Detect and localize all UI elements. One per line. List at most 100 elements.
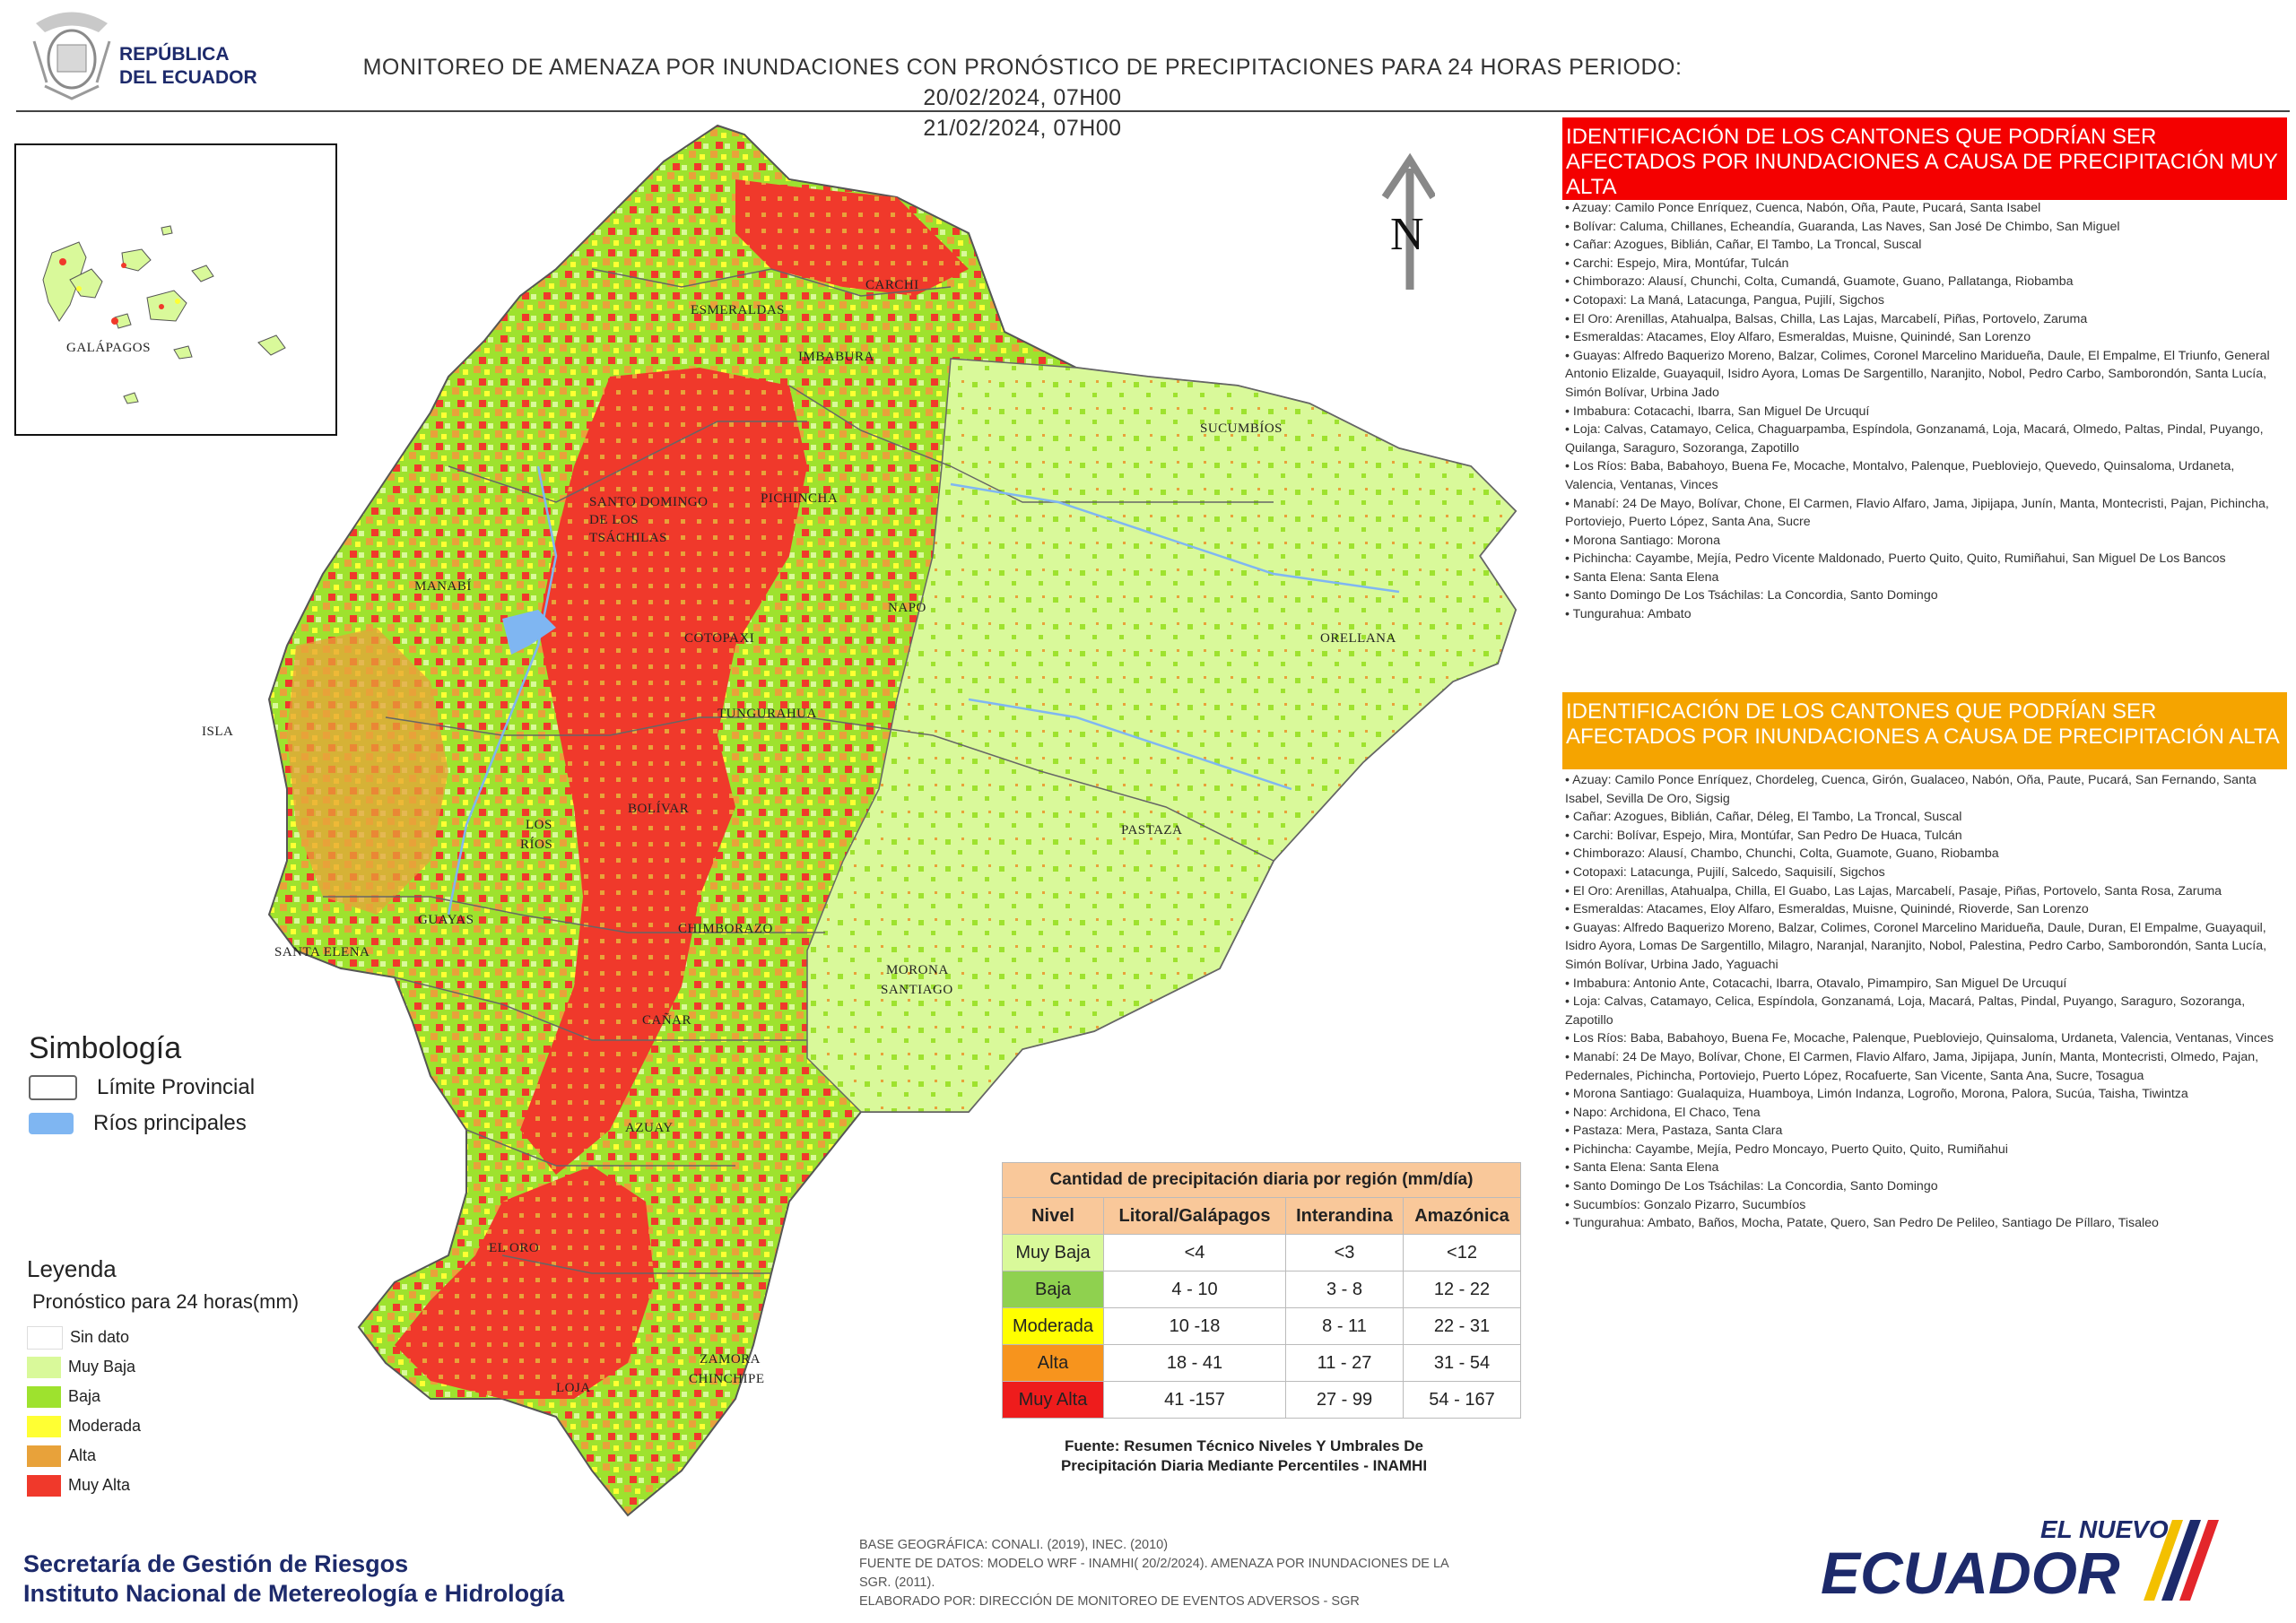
credit-line: ELABORADO POR: DIRECCIÓN DE MONITOREO DE… — [859, 1594, 1360, 1609]
label-santa-elena: SANTA ELENA — [274, 945, 370, 959]
canton-list-item: Santa Elena: Santa Elena — [1565, 568, 2288, 587]
brand-big-text: ECUADOR — [1821, 1540, 2120, 1601]
canton-list-item: Guayas: Alfredo Baquerizo Moreno, Balzar… — [1565, 347, 2288, 403]
legend-item: Sin dato — [27, 1323, 299, 1352]
organization-names: Secretaría de Gestión de Riesgos Institu… — [23, 1549, 564, 1609]
symbology-legend: Simbología Límite Provincial Ríos princi… — [29, 1031, 255, 1147]
label-loja: LOJA — [556, 1381, 591, 1395]
legend-label: Baja — [68, 1387, 101, 1405]
canton-list-item: Manabí: 24 De Mayo, Bolívar, Chone, El C… — [1565, 495, 2288, 532]
canton-list-item: Morona Santiago: Morona — [1565, 532, 2288, 551]
canton-list-item: Esmeraldas: Atacames, Eloy Alfaro, Esmer… — [1565, 328, 2288, 347]
table-body: Muy Baja <4 <3 <12 Baja 4 - 10 3 - 8 12 - 22 Mod… — [1002, 1234, 1521, 1419]
table-row: Muy Baja <4 <3 <12 — [1002, 1234, 1521, 1271]
legend-item: Baja — [27, 1382, 299, 1411]
republic-line1: REPÚBLICA — [119, 44, 230, 65]
legend-swatch — [27, 1415, 61, 1437]
threshold-cell: 10 -18 — [1103, 1307, 1286, 1345]
level-cell: Alta — [1002, 1344, 1104, 1382]
label-morona-1: MORONA — [886, 963, 949, 977]
legend-label: Moderada — [68, 1417, 142, 1435]
alert-high-header: IDENTIFICACIÓN DE LOS CANTONES QUE PODRÍ… — [1562, 692, 2287, 769]
canton-list-item: Morona Santiago: Gualaquiza, Huamboya, L… — [1565, 1085, 2288, 1104]
north-arrow: N — [1372, 151, 1437, 299]
canton-list-item: Cotopaxi: Latacunga, Pujilí, Salcedo, Sa… — [1565, 864, 2288, 882]
table-row: Baja 4 - 10 3 - 8 12 - 22 — [1002, 1271, 1521, 1308]
canton-list-item: Santo Domingo De Los Tsáchilas: La Conco… — [1565, 586, 2288, 605]
canton-list-item: Imbabura: Cotacachi, Ibarra, San Miguel … — [1565, 403, 2288, 421]
north-label: N — [1390, 209, 1424, 260]
ecuador-map: CARCHI ESMERALDAS IMBABURA SUCUMBÍOS SAN… — [202, 124, 1518, 1517]
brand-small-text: EL NUEVO — [2040, 1515, 2169, 1543]
canton-list-item: Pastaza: Mera, Pastaza, Santa Clara — [1565, 1122, 2288, 1141]
label-cotopaxi: COTOPAXI — [684, 631, 754, 646]
source-line1: Fuente: Resumen Técnico Niveles Y Umbral… — [1065, 1437, 1423, 1454]
symbology-label: Ríos principales — [93, 1111, 247, 1135]
legend-item: Muy Baja — [27, 1352, 299, 1382]
canton-list-item: Esmeraldas: Atacames, Eloy Alfaro, Esmer… — [1565, 900, 2288, 919]
label-pastaza: PASTAZA — [1121, 823, 1182, 838]
label-zamora-1: ZAMORA — [700, 1352, 761, 1367]
canton-list-item: El Oro: Arenillas, Atahualpa, Chilla, El… — [1565, 882, 2288, 901]
credit-line: SGR. (2011). — [859, 1575, 935, 1590]
threshold-cell: 41 -157 — [1103, 1381, 1286, 1419]
canton-list-item: Santo Domingo De Los Tsáchilas: La Conco… — [1565, 1177, 2288, 1196]
alert-very-high-list: Azuay: Camilo Ponce Enríquez, Cuenca, Na… — [1565, 199, 2288, 624]
label-santo-domingo-1: SANTO DOMINGO — [589, 495, 708, 509]
canton-list-item: Santa Elena: Santa Elena — [1565, 1159, 2288, 1177]
level-cell: Muy Baja — [1002, 1234, 1104, 1271]
label-pichincha: PICHINCHA — [761, 491, 838, 506]
legend-label: Sin dato — [70, 1328, 130, 1346]
canton-list-item: Cañar: Azogues, Biblián, Cañar, Déleg, E… — [1565, 808, 2288, 827]
legend-label: Alta — [68, 1446, 97, 1464]
alert-very-high-header: IDENTIFICACIÓN DE LOS CANTONES QUE PODRÍ… — [1562, 117, 2287, 200]
threshold-cell: 54 - 167 — [1403, 1381, 1521, 1419]
level-cell: Baja — [1002, 1271, 1104, 1308]
table-header: Interandina — [1285, 1197, 1404, 1235]
legend-swatch — [27, 1325, 63, 1350]
canton-list-item: Loja: Calvas, Catamayo, Celica, Espíndol… — [1565, 993, 2288, 1029]
symbology-label: Límite Provincial — [97, 1075, 256, 1099]
threshold-cell: 11 - 27 — [1285, 1344, 1404, 1382]
table-header: Litoral/Galápagos — [1103, 1197, 1286, 1235]
el-nuevo-ecuador-logo: EL NUEVO ECUADOR — [1821, 1511, 2242, 1606]
threshold-cell: 12 - 22 — [1403, 1271, 1521, 1308]
alert-high-list: Azuay: Camilo Ponce Enríquez, Chordeleg,… — [1565, 771, 2288, 1233]
canton-list-item: Azuay: Camilo Ponce Enríquez, Cuenca, Na… — [1565, 199, 2288, 218]
label-los-rios-2: RÍOS — [520, 837, 552, 852]
table-source: Fuente: Resumen Técnico Niveles Y Umbral… — [1002, 1436, 1486, 1476]
org-sgr: Secretaría de Gestión de Riesgos — [23, 1550, 409, 1577]
credit-line: BASE GEOGRÁFICA: CONALI. (2019), INEC. (… — [859, 1538, 1169, 1552]
canton-list-item: Bolívar: Caluma, Chillanes, Echeandía, G… — [1565, 218, 2288, 237]
label-canar: CAÑAR — [642, 1013, 691, 1028]
label-sucumbios: SUCUMBÍOS — [1200, 421, 1283, 436]
threshold-cell: 3 - 8 — [1285, 1271, 1404, 1308]
label-imbabura: IMBABURA — [798, 350, 874, 364]
canton-list-item: El Oro: Arenillas, Atahualpa, Balsas, Ch… — [1565, 310, 2288, 329]
label-manabi: MANABÍ — [414, 578, 472, 594]
table-row: Moderada 10 -18 8 - 11 22 - 31 — [1002, 1307, 1521, 1345]
label-napo: NAPO — [888, 601, 926, 615]
canton-list-item: Manabí: 24 De Mayo, Bolívar, Chone, El C… — [1565, 1048, 2288, 1085]
level-cell: Muy Alta — [1002, 1381, 1104, 1419]
legend-items: Sin dato Muy Baja Baja Moderada Alta Muy Alta — [27, 1323, 299, 1500]
canton-list-item: Azuay: Camilo Ponce Enríquez, Chordeleg,… — [1565, 771, 2288, 808]
canton-list-item: Chimborazo: Alausí, Chambo, Chunchi, Col… — [1565, 845, 2288, 864]
threshold-cell: 4 - 10 — [1103, 1271, 1286, 1308]
legend-title: Leyenda — [27, 1255, 117, 1282]
legend-swatch — [27, 1385, 61, 1408]
canton-list-item: Carchi: Bolívar, Espejo, Mira, Montúfar,… — [1565, 827, 2288, 846]
canton-list-item: Cotopaxi: La Maná, Latacunga, Pangua, Pu… — [1565, 291, 2288, 310]
table-row: Alta 18 - 41 11 - 27 31 - 54 — [1002, 1344, 1521, 1382]
threshold-cell: 18 - 41 — [1103, 1344, 1286, 1382]
canton-list-item: Pichincha: Cayambe, Mejía, Pedro Vicente… — [1565, 550, 2288, 568]
legend-item: Muy Alta — [27, 1471, 299, 1500]
galapagos-inset: GALÁPAGOS — [14, 143, 337, 436]
label-azuay: AZUAY — [625, 1121, 674, 1135]
legend-label: Muy Alta — [68, 1476, 131, 1494]
label-santo-domingo-3: TSÁCHILAS — [589, 530, 667, 545]
canton-list-item: Imbabura: Antonio Ante, Cotacachi, Ibarr… — [1565, 975, 2288, 994]
page-title: MONITOREO DE AMENAZA POR INUNDACIONES CO… — [323, 52, 1722, 143]
symbology-item-boundary: Límite Provincial — [29, 1075, 255, 1100]
canton-list-item: Napo: Archidona, El Chaco, Tena — [1565, 1104, 2288, 1123]
